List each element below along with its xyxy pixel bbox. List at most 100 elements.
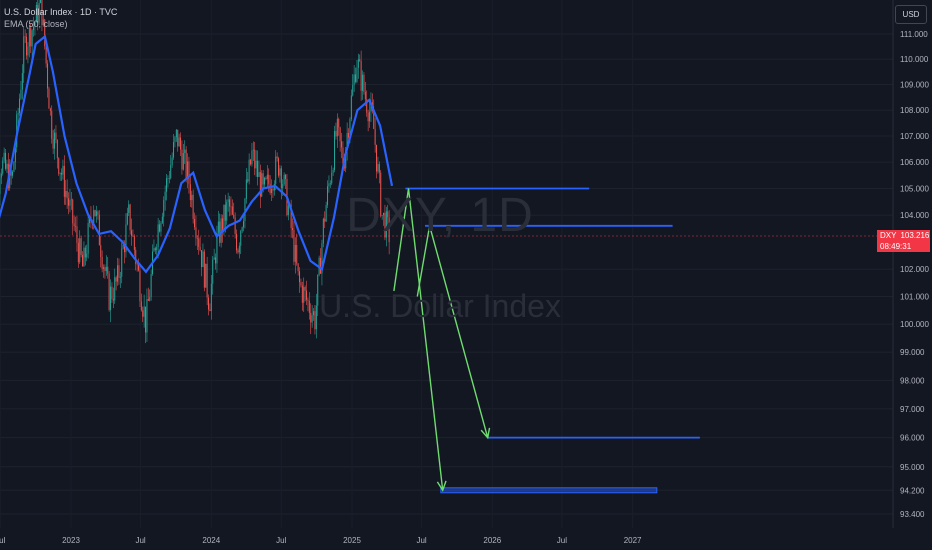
candle-body	[241, 227, 243, 232]
projection-path[interactable]	[393, 188, 444, 491]
candle-body	[296, 244, 298, 264]
currency-button[interactable]: USD	[895, 5, 927, 24]
candle-body	[72, 199, 74, 224]
candle-body	[143, 306, 145, 317]
candle-body	[362, 74, 364, 91]
candle-body	[114, 277, 116, 301]
candle-body	[367, 112, 369, 122]
candle-body	[5, 152, 7, 169]
candle-body	[132, 235, 134, 237]
candle-body	[282, 184, 284, 189]
candle-body	[342, 147, 344, 165]
candle-body	[68, 198, 70, 206]
candle-body	[231, 206, 233, 215]
candle-body	[27, 46, 29, 56]
candle-body	[269, 183, 271, 194]
candle-body	[388, 217, 390, 243]
legend-indicator[interactable]: EMA (50, close)	[4, 19, 68, 29]
candle-body	[224, 204, 226, 221]
candle-body	[374, 128, 376, 145]
candle-body	[112, 298, 114, 301]
candle-body	[118, 265, 120, 278]
candle-body	[227, 199, 229, 202]
candle-body	[321, 243, 323, 274]
candle-body	[14, 147, 16, 163]
arrow-head	[480, 427, 491, 440]
candle-body	[97, 211, 99, 215]
candle-body	[121, 248, 123, 277]
candle-body	[373, 110, 375, 129]
candle-body	[329, 183, 331, 184]
y-tick-label: 95.000	[900, 463, 925, 472]
x-tick-label: Jul	[557, 536, 567, 545]
legend-title[interactable]: U.S. Dollar Index · 1D · TVC	[4, 7, 118, 17]
candle-body	[222, 218, 224, 232]
candle-body	[77, 242, 79, 263]
candle-body	[160, 222, 162, 232]
candle-body	[54, 132, 56, 149]
candle-body	[278, 158, 280, 176]
candle-body	[122, 244, 124, 249]
candle-body	[124, 244, 126, 253]
level-lines[interactable]	[405, 187, 700, 494]
candle-body	[378, 164, 380, 173]
candle-body	[265, 177, 267, 179]
candle-body	[51, 110, 53, 139]
candle-body	[138, 264, 140, 271]
candle-body	[308, 300, 310, 313]
y-tick-label: 102.000	[900, 265, 929, 274]
candle-body	[303, 287, 305, 303]
candle-body	[240, 231, 242, 246]
candle-body	[348, 133, 350, 138]
candle-body	[142, 310, 144, 317]
y-tick-label: 107.000	[900, 132, 929, 141]
candle-body	[87, 223, 89, 254]
candle-body	[105, 266, 107, 272]
time-axis[interactable]: Jul 2023 Jul 2024 Jul 2025 Jul 2026 Jul 2027	[0, 536, 642, 545]
level-box[interactable]	[440, 487, 658, 494]
candle-body	[55, 132, 57, 141]
candle-body	[145, 306, 147, 333]
candle-body	[339, 127, 341, 142]
candle-body	[184, 149, 186, 153]
candle-body	[70, 199, 72, 201]
candle-body	[250, 159, 252, 165]
candle-body	[376, 144, 378, 172]
candle-body	[317, 274, 319, 306]
candle-body	[100, 245, 102, 257]
candle-body	[44, 19, 46, 47]
price-tag-countdown: 08:49:31	[880, 242, 912, 251]
candle-body	[210, 283, 212, 311]
candle-body	[377, 164, 379, 172]
candle-body	[324, 218, 326, 222]
price-axis[interactable]: 111.000 110.000 109.000 108.000 107.000 106.0…	[900, 30, 929, 519]
candle-body	[334, 131, 336, 171]
candle-body	[56, 140, 58, 159]
candle-body	[117, 265, 119, 282]
candle-body	[290, 204, 292, 228]
projection-path[interactable]	[416, 225, 489, 438]
y-tick-label: 97.000	[900, 405, 925, 414]
candle-body	[6, 163, 8, 169]
y-tick-label: 109.000	[900, 81, 929, 90]
candle-body	[73, 223, 75, 227]
candle-body	[304, 287, 306, 291]
candle-body	[328, 183, 330, 187]
candle-body	[33, 26, 35, 31]
candle-body	[357, 59, 359, 68]
projection-arrows[interactable]	[393, 188, 491, 492]
candle-body	[251, 150, 253, 165]
candle-body	[272, 189, 274, 191]
candle-body	[259, 172, 261, 197]
candle-body	[257, 160, 259, 177]
y-tick-label: 100.000	[900, 320, 929, 329]
candle-body	[167, 178, 169, 179]
candle-body	[75, 226, 77, 227]
candle-body	[126, 213, 128, 225]
x-tick-label: 2027	[624, 536, 642, 545]
candle-body	[273, 183, 275, 191]
candle-body	[285, 174, 287, 180]
candle-body	[69, 199, 71, 206]
candle-body	[2, 160, 4, 174]
